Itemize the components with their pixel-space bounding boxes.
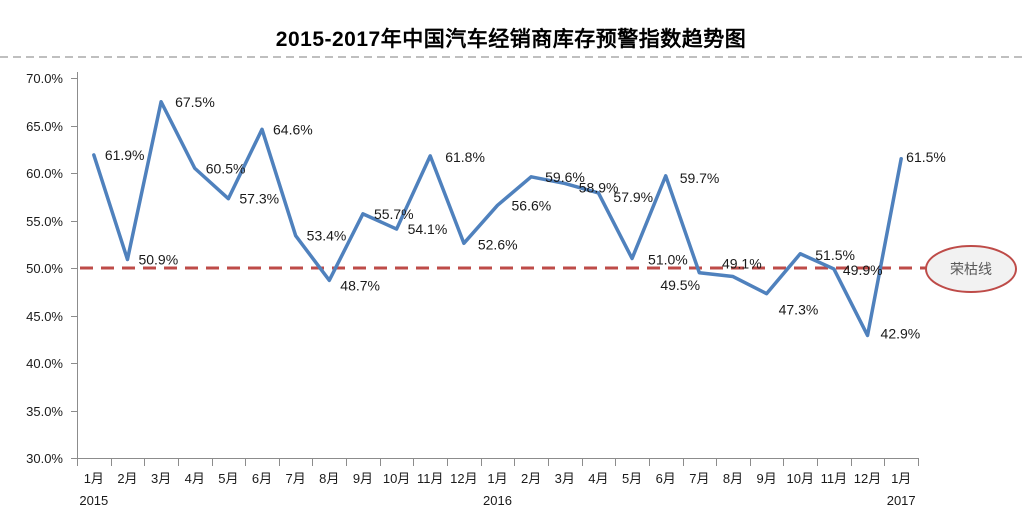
month-label: 8月 bbox=[723, 471, 743, 486]
y-tick-label: 50.0% bbox=[26, 261, 63, 276]
y-tick-label: 30.0% bbox=[26, 451, 63, 466]
data-label: 51.5% bbox=[815, 247, 855, 263]
month-label: 6月 bbox=[252, 471, 272, 486]
data-label: 67.5% bbox=[175, 94, 215, 110]
year-label: 2015 bbox=[79, 493, 108, 508]
y-tick-label: 45.0% bbox=[26, 309, 63, 324]
month-label: 10月 bbox=[787, 471, 814, 486]
month-label: 4月 bbox=[588, 471, 608, 486]
y-tick-label: 60.0% bbox=[26, 166, 63, 181]
month-label: 8月 bbox=[319, 471, 339, 486]
month-label: 9月 bbox=[757, 471, 777, 486]
data-label: 61.5% bbox=[906, 149, 946, 165]
data-label: 49.5% bbox=[660, 277, 700, 293]
month-label: 1月 bbox=[84, 471, 104, 486]
chart-title: 2015-2017年中国汽车经销商库存预警指数趋势图 bbox=[275, 28, 747, 51]
data-label: 49.1% bbox=[722, 256, 762, 272]
month-label: 2月 bbox=[117, 471, 137, 486]
data-label: 59.6% bbox=[545, 169, 585, 185]
month-label: 7月 bbox=[286, 471, 306, 486]
year-label: 2016 bbox=[483, 493, 512, 508]
data-label: 57.3% bbox=[239, 191, 279, 207]
threshold-label: 荣枯线 bbox=[950, 261, 992, 277]
data-label: 54.1% bbox=[408, 221, 448, 237]
month-label: 5月 bbox=[218, 471, 238, 486]
month-label: 5月 bbox=[622, 471, 642, 486]
y-tick-label: 70.0% bbox=[26, 71, 63, 86]
data-label: 60.5% bbox=[206, 160, 246, 176]
data-label: 51.0% bbox=[648, 252, 688, 268]
month-label: 6月 bbox=[656, 471, 676, 486]
month-label: 11月 bbox=[821, 471, 848, 486]
data-label: 64.6% bbox=[273, 121, 313, 137]
data-label: 49.9% bbox=[843, 262, 883, 278]
y-tick-label: 55.0% bbox=[26, 214, 63, 229]
data-label: 57.9% bbox=[613, 189, 653, 205]
data-label: 55.7% bbox=[374, 206, 414, 222]
month-label: 7月 bbox=[689, 471, 709, 486]
y-tick-label: 65.0% bbox=[26, 119, 63, 134]
series-line bbox=[92, 100, 903, 338]
month-label: 11月 bbox=[417, 471, 444, 486]
data-label: 48.7% bbox=[340, 277, 380, 293]
month-label: 9月 bbox=[353, 471, 373, 486]
month-label: 2月 bbox=[521, 471, 541, 486]
data-label: 53.4% bbox=[307, 228, 347, 244]
month-label: 3月 bbox=[555, 471, 575, 486]
month-label: 1月 bbox=[891, 471, 911, 486]
y-tick-label: 35.0% bbox=[26, 404, 63, 419]
data-label: 59.7% bbox=[680, 170, 720, 186]
month-label: 1月 bbox=[487, 471, 507, 486]
data-label: 42.9% bbox=[881, 325, 921, 341]
data-label: 52.6% bbox=[478, 236, 518, 252]
data-label: 50.9% bbox=[138, 251, 178, 267]
month-label: 12月 bbox=[854, 471, 881, 486]
month-label: 4月 bbox=[185, 471, 205, 486]
data-label: 47.3% bbox=[779, 302, 819, 318]
month-label: 3月 bbox=[151, 471, 171, 486]
threshold-ellipse bbox=[925, 245, 1017, 293]
month-label: 12月 bbox=[450, 471, 477, 486]
data-label: 61.8% bbox=[445, 149, 485, 165]
month-label: 10月 bbox=[383, 471, 410, 486]
data-label: 61.9% bbox=[105, 147, 145, 163]
year-label: 2017 bbox=[887, 493, 916, 508]
data-label: 56.6% bbox=[512, 197, 552, 213]
y-tick-label: 40.0% bbox=[26, 356, 63, 371]
data-label: 58.9% bbox=[579, 179, 619, 195]
